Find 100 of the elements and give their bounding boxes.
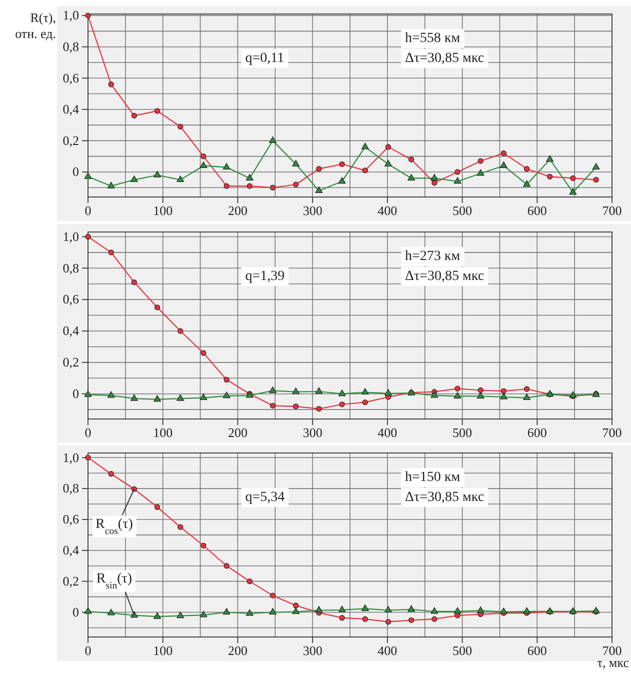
y-tick-label: 0,6 (62, 512, 80, 527)
point (293, 404, 299, 410)
point (154, 170, 161, 178)
x-tick-label: 300 (302, 425, 322, 440)
x-tick-label: 200 (228, 425, 248, 440)
point (84, 390, 92, 397)
point (500, 392, 508, 400)
point (500, 388, 507, 394)
point (107, 608, 115, 616)
point (292, 608, 300, 614)
x-tick-label: 400 (378, 203, 398, 218)
y-tick-label: 1,0 (62, 8, 79, 23)
point (432, 616, 438, 622)
point (338, 390, 346, 396)
point (292, 388, 300, 394)
point (339, 161, 345, 167)
y-axis-title: R(τ), отн. ед. (15, 10, 56, 41)
point (85, 454, 91, 460)
point (362, 616, 368, 622)
point (154, 304, 160, 310)
x-tick-label: 600 (527, 203, 547, 218)
x-tick-label: 200 (228, 203, 248, 218)
point (269, 608, 276, 615)
point (131, 112, 138, 118)
point (222, 163, 230, 170)
point (269, 386, 276, 393)
point (476, 169, 484, 176)
point (430, 391, 438, 398)
y-tick-label: 0,8 (62, 260, 79, 276)
point (569, 188, 577, 195)
annotation: q=1,39 (245, 269, 285, 284)
point (385, 144, 392, 150)
point (176, 612, 184, 618)
point (178, 524, 184, 530)
point (385, 619, 392, 625)
y-tick-label: 0,6 (62, 292, 80, 307)
annotation: Δτ=30,85 мкс (405, 490, 484, 505)
series-label: R$_{sin}$(τ) (96, 571, 132, 591)
point (454, 169, 460, 175)
point (107, 391, 115, 398)
y-tick-label: 0,4 (62, 542, 80, 558)
point (523, 607, 530, 614)
point (500, 161, 508, 168)
x-tick-label: 400 (378, 643, 398, 658)
annotation: q=0,11 (245, 51, 284, 66)
point (270, 592, 276, 598)
point (200, 350, 206, 356)
x-tick-label: 400 (378, 425, 398, 440)
x-tick-label: 100 (153, 203, 173, 218)
point (130, 394, 138, 401)
x-tick-label: 0 (84, 643, 92, 658)
y-tick-label: 0 (72, 386, 79, 402)
point (408, 156, 414, 162)
y-tick-label: 0,4 (62, 102, 80, 117)
x-tick-label: 0 (84, 203, 92, 218)
point (224, 376, 230, 383)
y-tick-label: 1,0 (62, 228, 79, 244)
point (500, 608, 508, 614)
point (408, 174, 416, 180)
point (339, 615, 345, 621)
point (246, 609, 254, 616)
point (178, 328, 184, 334)
point (476, 606, 484, 613)
point (338, 606, 346, 612)
point (592, 163, 600, 170)
point (154, 504, 160, 510)
point (130, 176, 138, 182)
point (269, 136, 276, 143)
y-tick-label: 0,6 (62, 70, 80, 86)
x-tick-label: 0 (84, 425, 92, 440)
point (500, 150, 507, 156)
point (384, 389, 392, 396)
point (292, 160, 300, 166)
x-tick-label: 200 (228, 643, 248, 658)
annotation: q=5,34 (245, 490, 285, 505)
point (408, 605, 416, 612)
y-tick-label: 0,2 (62, 132, 79, 148)
point (339, 402, 345, 408)
series-label: R$_{cos}$(τ) (96, 517, 134, 537)
point (270, 402, 276, 408)
point (338, 177, 346, 184)
point (478, 387, 484, 394)
point (154, 108, 160, 114)
point (570, 175, 576, 182)
point (108, 82, 114, 88)
point (454, 607, 462, 614)
point (430, 607, 438, 614)
y-tick-label: 0,2 (62, 573, 79, 588)
point (85, 234, 91, 240)
point (200, 542, 206, 548)
x-tick-label: 600 (527, 425, 547, 440)
point (84, 607, 92, 614)
point (524, 166, 530, 172)
point (315, 186, 323, 194)
point (224, 563, 230, 569)
point (200, 161, 208, 168)
point (454, 392, 462, 398)
point (246, 174, 254, 180)
point (478, 158, 484, 164)
point (362, 400, 368, 406)
